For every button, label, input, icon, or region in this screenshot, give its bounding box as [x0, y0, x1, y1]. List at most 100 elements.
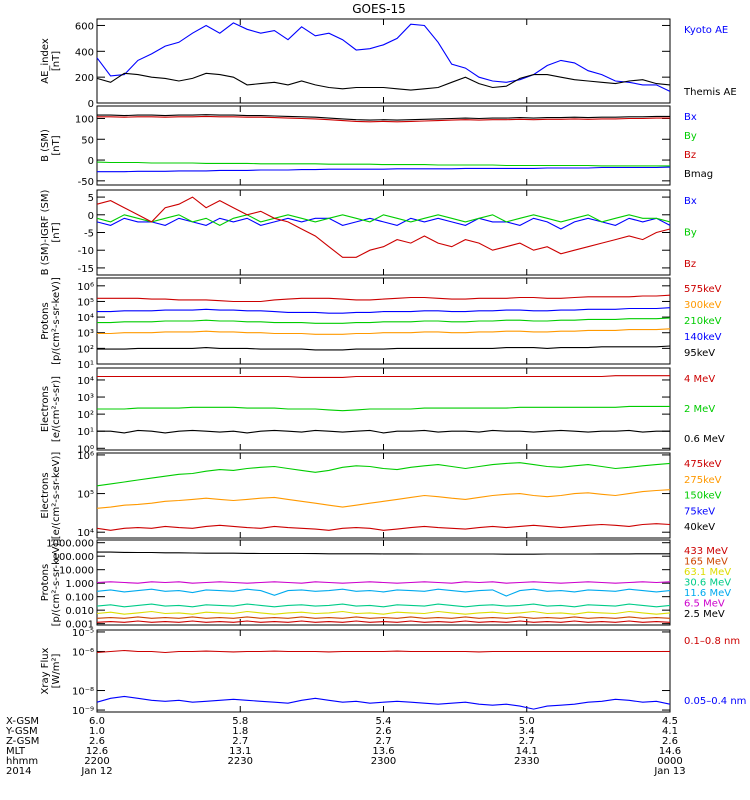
- panel-protons_mev: 0.001 0.010 0.100 1.000 10.000 100.000 1000.00…: [40, 539, 731, 631]
- legend-entry: 2 MeV: [684, 404, 715, 415]
- y-axis-label: [W/m²]: [51, 653, 62, 688]
- panel-bsm: -50 0 50 100 B (SM) [nT] Bx By Bz Bmag: [40, 105, 713, 188]
- y-tick-label: 10²: [77, 344, 94, 355]
- y-tick-label: 10¹: [77, 427, 94, 438]
- legend-entry: 165 MeV: [684, 557, 728, 568]
- time-row-label: MLT: [6, 746, 26, 757]
- legend-entry: 575keV: [684, 284, 722, 295]
- time-tick-zgsm: 2.7: [519, 736, 535, 747]
- panel-frame: [96, 629, 671, 713]
- panel-electrons_kev: 10⁴ 10⁵ 10⁶ Electrons [e/(cm²-s-sr-keV)] 475k…: [40, 451, 722, 539]
- series-line-11-6-mev: [96, 588, 671, 597]
- y-tick-label: 0.100: [65, 593, 94, 604]
- y-axis-label: Electrons: [40, 386, 51, 432]
- y-tick-label: 1.000: [65, 579, 94, 590]
- series-line-kyoto-ae: [96, 22, 671, 92]
- time-row-label: Z-GSM: [6, 736, 39, 747]
- y-axis-label: [nT]: [51, 51, 62, 71]
- series-line-by: [96, 214, 671, 227]
- time-tick-mlt: 14.1: [516, 746, 538, 757]
- legend-entry: Themis AE: [683, 87, 737, 98]
- y-axis-label: AE_index: [40, 38, 51, 84]
- legend-entry: 95keV: [684, 348, 715, 359]
- y-tick-label: 50: [81, 135, 94, 146]
- series-line-2-5-mev: [97, 551, 670, 555]
- y-tick-label: -10: [78, 246, 94, 257]
- time-tick-xgsm: 6.0: [89, 716, 105, 727]
- time-tick-hhmm: 2330: [514, 756, 539, 767]
- y-tick-label: 10⁰: [77, 444, 94, 455]
- y-tick-label: 600: [75, 21, 94, 32]
- series-line-95kev: [97, 345, 671, 351]
- series-line-bz: [97, 115, 670, 123]
- time-tick-mlt: 13.6: [372, 746, 394, 757]
- y-tick-label: 10⁻⁸: [72, 687, 94, 698]
- time-tick-mlt: 14.6: [659, 746, 681, 757]
- y-tick-label: 200: [75, 73, 94, 84]
- legend-entry: Bz: [684, 150, 696, 161]
- series-line-bx: [96, 217, 671, 230]
- legend-entry: 140keV: [684, 332, 722, 343]
- time-row-label: hhmm: [6, 756, 38, 767]
- series-line-275kev: [96, 489, 671, 509]
- y-tick-label: 10³: [77, 329, 94, 340]
- time-tick-date: Jan 13: [653, 766, 685, 777]
- time-tick-ygsm: 4.1: [662, 726, 678, 737]
- legend-entry: 11.6 MeV: [684, 588, 731, 599]
- y-tick-label: 400: [75, 47, 94, 58]
- y-tick-label: -15: [78, 264, 94, 275]
- legend-entry: 210keV: [684, 316, 722, 327]
- y-tick-label: 10⁶: [77, 451, 94, 462]
- y-tick-label: 10⁵: [77, 297, 94, 308]
- series-line-300kev: [97, 328, 671, 335]
- legend-entry: By: [684, 228, 697, 239]
- panel-electrons_mev: 10⁰ 10¹ 10² 10³ 10⁴ Electrons [e/(cm²-s-sr)] 4 …: [40, 367, 725, 455]
- chart-title: GOES-15: [352, 2, 406, 16]
- time-tick-mlt: 12.6: [86, 746, 108, 757]
- series-line-6-5-mev: [96, 581, 671, 584]
- series-line-bx: [97, 166, 671, 173]
- legend-entry: 30.6 MeV: [684, 578, 731, 589]
- legend-entry: 433 MeV: [684, 546, 728, 557]
- legend-entry: 300keV: [684, 300, 722, 311]
- time-row-label: Y-GSM: [5, 726, 38, 737]
- series-line-4-mev: [97, 375, 670, 378]
- y-tick-label: 10⁴: [77, 313, 94, 324]
- time-axis: X-GSMY-GSMZ-GSMMLThhmm20146.01.02.612.62…: [5, 716, 686, 777]
- time-tick-mlt: 13.1: [229, 746, 251, 757]
- y-tick-label: 10¹: [77, 360, 94, 371]
- y-tick-label: 0: [88, 99, 94, 110]
- time-tick-ygsm: 1.0: [89, 726, 105, 737]
- series-line-30-6-mev: [96, 603, 671, 608]
- legend-entry: 0.05–0.4 nm: [684, 696, 746, 707]
- panel-xray: 10⁻⁹ 10⁻⁸ 10⁻⁶ 10⁻⁵ Xray Flux [W/m²] 0.1–0.8 n…: [40, 628, 746, 717]
- legend-entry: 75keV: [684, 506, 715, 517]
- panel-ae: 0 200 400 600 AE_index [nT] Kyoto AE Themis AE: [40, 18, 737, 110]
- series-line-bmag: [97, 114, 670, 121]
- y-tick-label: 100.000: [53, 552, 94, 563]
- panel-frame: [96, 189, 671, 276]
- y-tick-label: 100: [75, 114, 94, 125]
- series-line-0-1-0-8-nm: [96, 649, 670, 654]
- y-axis-label: B (SM)-IGRF (SM): [40, 190, 51, 276]
- legend-entry: 0.1–0.8 nm: [684, 636, 740, 647]
- legend-entry: 275keV: [684, 475, 722, 486]
- y-tick-label: 0: [88, 211, 94, 222]
- y-axis-label: B (SM): [40, 129, 51, 162]
- y-axis-label: [nT]: [51, 135, 62, 155]
- y-tick-label: 10⁻⁹: [72, 706, 94, 717]
- y-tick-label: 0.001: [65, 620, 94, 631]
- time-row-label: X-GSM: [6, 716, 39, 727]
- time-tick-hhmm: 0000: [657, 756, 682, 767]
- y-tick-label: 10²: [77, 410, 94, 421]
- time-tick-hhmm: 2300: [371, 756, 396, 767]
- y-axis-label: Protons: [40, 564, 51, 601]
- y-axis-label: Xray Flux: [40, 647, 51, 694]
- legend-entry: 40keV: [684, 522, 715, 533]
- time-tick-zgsm: 2.6: [89, 736, 105, 747]
- series-line-by: [96, 161, 670, 167]
- time-tick-xgsm: 5.4: [376, 716, 392, 727]
- y-axis-label: Protons: [40, 302, 51, 339]
- series-line-210kev: [97, 317, 671, 324]
